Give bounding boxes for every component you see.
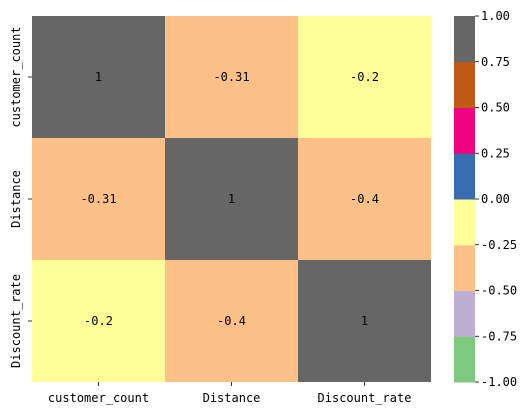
heatmap-cell <box>298 260 431 382</box>
x-tick-label: customer_count <box>48 391 149 405</box>
colorbar: -1.00 -0.75 -0.50 -0.25 0.00 0.25 0.50 0.75 1.00 <box>454 9 517 389</box>
colorbar-tick-label: -0.25 <box>481 238 517 252</box>
colorbar-tick-label: 0.25 <box>481 146 510 160</box>
y-tick-label: Distance <box>9 170 23 228</box>
colorbar-tick-label: 0.75 <box>481 55 510 69</box>
cell-value-label: 1 <box>228 192 235 206</box>
y-tick-label: customer_count <box>9 26 23 127</box>
colorbar-segment <box>454 107 475 154</box>
y-axis: customer_count Distance Discount_rate <box>9 26 32 368</box>
heatmap-cell <box>165 260 298 382</box>
colorbar-segment <box>454 244 475 291</box>
cell-value-label: 1 <box>95 70 102 84</box>
colorbar-segment <box>454 199 475 246</box>
colorbar-segment <box>454 290 475 337</box>
heatmap-cell <box>32 138 165 260</box>
heatmap-cell <box>298 16 431 138</box>
cell-value-label: -0.31 <box>80 192 116 206</box>
heatmap-cell <box>32 260 165 382</box>
cell-value-label: -0.4 <box>217 314 246 328</box>
colorbar-tick-label: 1.00 <box>481 9 510 23</box>
x-axis: customer_count Distance Discount_rate <box>48 382 412 405</box>
heatmap-cell <box>298 138 431 260</box>
colorbar-tick-label: 0.00 <box>481 192 510 206</box>
colorbar-tick-label: -1.00 <box>481 375 517 389</box>
cell-value-label: -0.2 <box>350 70 379 84</box>
heatmap-cell-labels: 1 -0.31 -0.2 -0.31 1 -0.4 -0.2 -0.4 1 <box>80 70 379 328</box>
colorbar-segment <box>454 336 475 383</box>
cell-value-label: -0.2 <box>84 314 113 328</box>
cell-value-label: 1 <box>361 314 368 328</box>
x-tick-label: Discount_rate <box>318 391 412 405</box>
colorbar-tick-label: -0.50 <box>481 284 517 298</box>
colorbar-segment <box>454 61 475 108</box>
cell-value-label: -0.4 <box>350 192 379 206</box>
colorbar-segment <box>454 16 475 63</box>
colorbar-tick-label: -0.75 <box>481 329 517 343</box>
heatmap-cell <box>165 138 298 260</box>
heatmap-cell <box>32 16 165 138</box>
x-tick-label: Distance <box>203 391 261 405</box>
cell-value-label: -0.31 <box>213 70 249 84</box>
colorbar-segment <box>454 153 475 200</box>
colorbar-tick-label: 0.50 <box>481 101 510 115</box>
y-tick-label: Discount_rate <box>9 274 23 368</box>
heatmap-cell <box>165 16 298 138</box>
heatmap-cells <box>32 16 431 382</box>
